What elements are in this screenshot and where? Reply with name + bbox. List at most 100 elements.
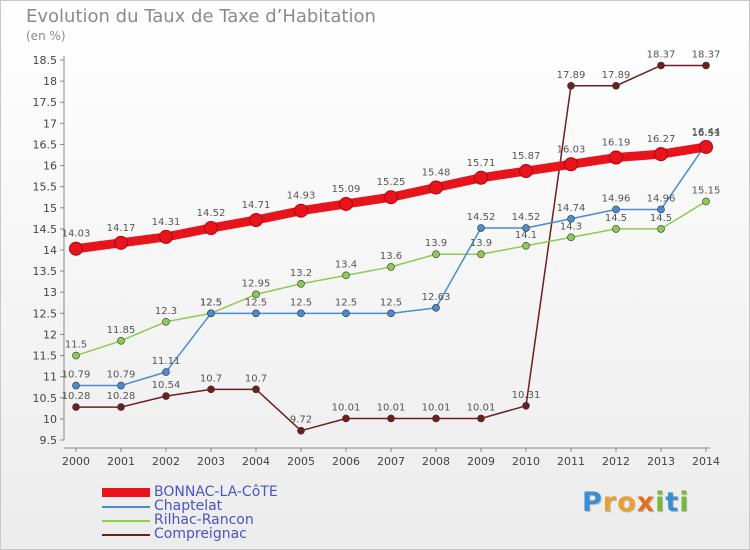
data-label: 14.71: [242, 200, 271, 211]
data-point: [204, 221, 218, 236]
x-tick-label: 2008: [422, 455, 450, 468]
x-tick-label: 2000: [62, 455, 90, 468]
data-point: [702, 197, 710, 206]
data-point: [612, 81, 620, 90]
y-tick-label: 12.5: [33, 307, 58, 320]
data-label: 12.63: [422, 292, 451, 303]
data-point: [162, 317, 170, 326]
logo-letter: o: [617, 487, 637, 518]
y-tick-label: 12: [43, 328, 57, 341]
data-label: 14.52: [512, 212, 541, 223]
data-label: 14.52: [467, 212, 496, 223]
data-point: [72, 351, 80, 360]
logo-letter: x: [636, 487, 656, 518]
x-tick-label: 2014: [692, 455, 720, 468]
data-labels-layer: 10.28 10.28 10.54 10.7 10.7 9.72 10.01 10.01 10.…: [62, 49, 721, 425]
data-label: 12.5: [380, 297, 402, 308]
data-point: [474, 170, 488, 185]
data-point: [567, 214, 575, 223]
series-compreignac: [72, 61, 710, 435]
data-point: [162, 368, 170, 376]
data-label: 10.01: [332, 402, 361, 413]
x-tick-label: 2011: [557, 455, 585, 468]
data-point: [564, 157, 578, 172]
data-point: [72, 403, 80, 411]
data-point: [207, 309, 215, 318]
data-point: [654, 147, 668, 162]
series-bonnac-la-c-te: [69, 139, 713, 256]
data-point: [69, 241, 83, 256]
data-label: 11.85: [107, 325, 136, 336]
data-point: [387, 309, 395, 318]
data-point: [252, 385, 260, 394]
data-label: 14.96: [647, 193, 676, 204]
y-tick-label: 14: [43, 244, 57, 257]
x-tick-label: 2002: [152, 455, 180, 468]
data-label: 10.7: [200, 373, 222, 384]
data-label: 17.89: [602, 70, 631, 81]
series-line: [75, 64, 707, 432]
data-point: [252, 290, 260, 299]
logo-letter: r: [602, 487, 618, 518]
data-label: 10.79: [62, 370, 91, 381]
data-label: 16.51: [692, 128, 721, 139]
y-tick-label: 15.5: [33, 181, 58, 194]
x-tick-label: 2007: [377, 455, 405, 468]
data-point: [432, 414, 440, 423]
data-point: [567, 81, 575, 90]
data-label: 14.93: [287, 191, 316, 202]
proxiti-logo: Proxiti: [582, 487, 690, 518]
logo-letter: i: [655, 487, 666, 518]
data-label: 13.6: [380, 251, 402, 262]
data-label: 15.15: [692, 185, 721, 196]
logo-letter: P: [582, 487, 603, 518]
data-label: 14.96: [602, 193, 631, 204]
data-point: [117, 403, 125, 411]
data-label: 17.89: [557, 70, 586, 81]
data-label: 15.25: [377, 177, 406, 188]
data-point: [477, 224, 485, 232]
data-label: 13.2: [290, 268, 312, 279]
data-point: [342, 414, 350, 423]
data-label: 14.5: [650, 213, 672, 224]
chart-axes: 9.5 10 10.5 11 11.5 12 12.5 13 13.5 14 14.5 15 15.5 1…: [33, 54, 721, 468]
data-label: 18.37: [647, 49, 676, 60]
logo-letter: t: [665, 487, 680, 518]
x-tick-label: 2004: [242, 455, 270, 468]
data-point: [612, 205, 620, 214]
data-label: 13.9: [425, 238, 447, 249]
data-label: 14.74: [557, 203, 586, 214]
data-label: 10.01: [467, 402, 496, 413]
data-point: [699, 139, 713, 154]
data-point: [384, 190, 398, 205]
data-point: [72, 381, 80, 390]
y-tick-label: 10.5: [33, 392, 58, 405]
legend-label: Chaptelat: [154, 498, 223, 514]
series-layer: [69, 61, 713, 435]
data-label: 14.52: [197, 208, 226, 219]
data-label: 10.31: [512, 390, 541, 401]
data-point: [522, 224, 530, 232]
data-label: 15.87: [512, 151, 541, 162]
data-label: 13.4: [335, 259, 357, 270]
data-point: [114, 235, 128, 250]
data-label: 11.11: [152, 356, 181, 367]
y-tick-label: 11.5: [33, 350, 58, 363]
data-point: [609, 150, 623, 165]
data-label: 12.5: [200, 297, 222, 308]
legend-swatch: [102, 488, 150, 497]
data-point: [117, 336, 125, 345]
data-label: 10.79: [107, 370, 136, 381]
chart-title: Evolution du Taux de Taxe d’Habitation: [26, 6, 376, 27]
y-tick-label: 18: [43, 75, 57, 88]
data-point: [432, 250, 440, 259]
y-tick-label: 17.5: [33, 96, 58, 109]
logo-letter: i: [679, 487, 690, 518]
data-label: 12.95: [242, 278, 271, 289]
data-label: 9.72: [290, 415, 312, 426]
data-point: [522, 241, 530, 250]
data-point: [207, 385, 215, 394]
data-point: [477, 414, 485, 423]
y-tick-label: 10: [43, 413, 57, 426]
